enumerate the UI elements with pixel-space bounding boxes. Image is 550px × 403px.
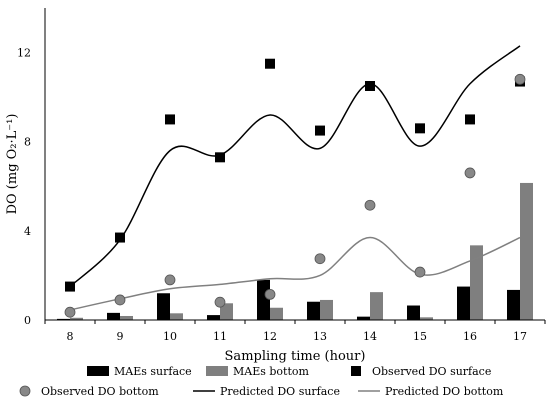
- bar: [320, 299, 333, 320]
- x-tick-label: 11: [213, 330, 227, 343]
- bar-series-maes-bottom: [70, 182, 533, 320]
- data-point: [514, 73, 526, 85]
- bar: [70, 317, 83, 320]
- data-point: [65, 281, 75, 292]
- legend-item: Predicted DO surface: [193, 385, 340, 398]
- legend-label: Predicted DO bottom: [385, 385, 504, 398]
- data-point: [465, 114, 475, 125]
- y-tick-label: 12: [17, 47, 31, 60]
- legend-label: MAEs bottom: [233, 365, 310, 378]
- bar: [157, 293, 170, 320]
- legend-label: Predicted DO surface: [220, 385, 340, 398]
- y-tick-label: 4: [24, 225, 31, 238]
- y-tick-label: 8: [24, 136, 31, 149]
- legend-item: Predicted DO bottom: [358, 385, 504, 398]
- bar: [57, 318, 70, 320]
- data-point: [115, 232, 125, 243]
- legend-swatch: [19, 385, 31, 397]
- x-tick-label: 13: [313, 330, 327, 343]
- x-axis-title: Sampling time (hour): [225, 349, 366, 364]
- legend-label: Observed DO surface: [372, 365, 491, 378]
- data-point: [315, 125, 325, 136]
- data-point: [264, 288, 276, 300]
- x-tick-label: 9: [117, 330, 124, 343]
- data-point: [265, 58, 275, 69]
- y-axis-title: DO (mg O₂·L⁻¹): [5, 114, 20, 215]
- legend-label: Observed DO bottom: [41, 385, 159, 398]
- data-point: [414, 266, 426, 278]
- bar: [207, 315, 220, 320]
- point-series-observed-do-surface: [65, 58, 525, 292]
- legend-item: MAEs bottom: [206, 365, 310, 378]
- bar: [407, 305, 420, 320]
- legend-item: MAEs surface: [87, 365, 192, 378]
- x-tick-label: 17: [513, 330, 527, 343]
- data-point: [114, 294, 126, 306]
- data-point: [415, 123, 425, 134]
- chart-marks: [57, 45, 533, 320]
- y-tick-label: 0: [24, 314, 31, 327]
- data-point: [214, 296, 226, 308]
- bar: [370, 292, 383, 320]
- legend-swatch: [87, 366, 109, 376]
- bar: [520, 182, 533, 320]
- data-point: [164, 274, 176, 286]
- bar: [470, 245, 483, 320]
- bar: [120, 315, 133, 320]
- line-series-predicted-do-bottom: [69, 236, 521, 311]
- x-tick-label: 12: [263, 330, 277, 343]
- legend-swatch: [351, 366, 361, 376]
- data-point: [314, 253, 326, 265]
- bar: [307, 301, 320, 320]
- legend-swatch: [206, 366, 228, 376]
- data-point: [364, 199, 376, 211]
- bar: [270, 307, 283, 320]
- legend-item: Observed DO surface: [351, 365, 491, 378]
- x-tick-label: 15: [413, 330, 427, 343]
- bar: [257, 279, 270, 320]
- bar: [457, 286, 470, 320]
- bar-series-maes-surface: [57, 279, 520, 320]
- data-point: [165, 114, 175, 125]
- legend-item: Observed DO bottom: [19, 385, 159, 398]
- bar: [357, 316, 370, 320]
- data-point: [215, 152, 225, 163]
- data-point: [64, 306, 76, 318]
- legend: MAEs surface MAEs bottom Observed DO surfa…: [19, 365, 504, 398]
- data-point: [365, 81, 375, 91]
- x-tick-labels: 8 9 10 11 12 13 14 15 16 17: [44, 320, 546, 343]
- bar: [107, 312, 120, 320]
- legend-label: MAEs surface: [114, 365, 192, 378]
- x-tick-label: 14: [363, 330, 377, 343]
- bar: [420, 317, 433, 320]
- x-tick-label: 8: [67, 330, 74, 343]
- data-point: [464, 167, 476, 179]
- bar: [170, 313, 183, 320]
- line-series-predicted-do-surface: [69, 45, 521, 288]
- bar: [507, 289, 520, 320]
- bar: [220, 303, 233, 320]
- x-tick-label: 16: [463, 330, 477, 343]
- x-tick-label: 10: [163, 330, 177, 343]
- point-series-observed-do-bottom: [64, 73, 526, 318]
- y-tick-labels: 0 4 8 12: [17, 47, 31, 327]
